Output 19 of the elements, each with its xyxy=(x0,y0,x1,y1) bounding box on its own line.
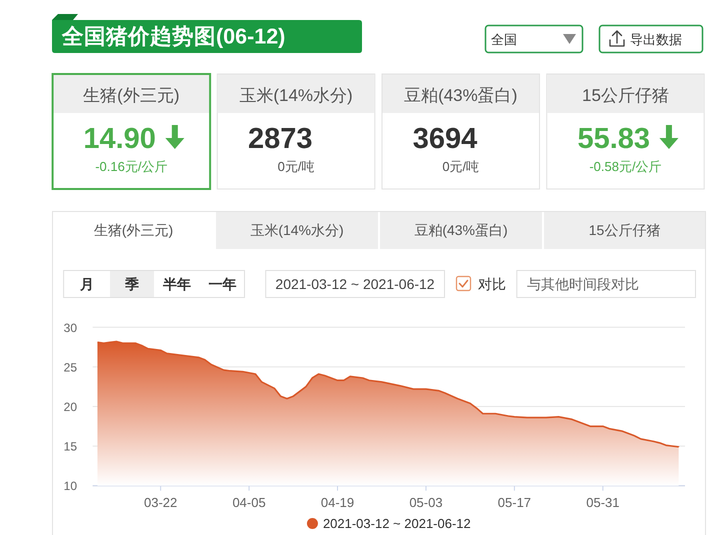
text: 全国猪价趋势图(06-12) xyxy=(61,24,286,48)
export-button: 导出数据 xyxy=(598,24,704,54)
compare-input: 与其他时间段对比 xyxy=(516,270,696,298)
text: 对比 xyxy=(478,276,506,292)
range-buttons: 月 季 半年 一年 xyxy=(63,270,245,298)
y-tick-label: 15 xyxy=(64,440,78,454)
legend: 2021-03-12 ~ 2021-06-12 xyxy=(306,516,471,531)
region-select: 全国 xyxy=(484,24,584,54)
y-tick-label: 20 xyxy=(64,400,78,414)
date-range-box: 2021-03-12 ~ 2021-06-12 xyxy=(265,270,445,298)
y-tick-label: 30 xyxy=(64,320,78,335)
x-tick-label: 05-31 xyxy=(586,495,620,510)
x-tick-label: 05-17 xyxy=(498,495,532,510)
y-tick-label: 25 xyxy=(64,360,78,374)
x-tick-label: 03-22 xyxy=(144,495,178,510)
y-tick-label: 10 xyxy=(64,479,78,494)
x-tick-label: 05-03 xyxy=(409,495,443,510)
x-tick-label: 04-19 xyxy=(320,495,354,510)
x-tick-label: 04-05 xyxy=(232,495,266,510)
